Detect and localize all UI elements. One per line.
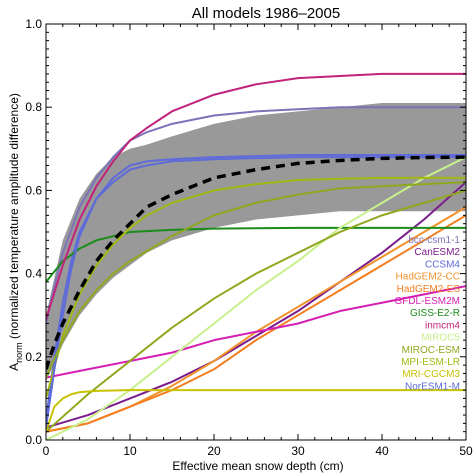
series-line-inmcm4 (46, 72, 466, 321)
x-axis-title: Effective mean snow depth (cm) (172, 459, 343, 473)
y-tick-label: 0.0 (25, 433, 42, 447)
legend-entry-ccsm4: CCSM4 (425, 259, 460, 270)
series-line-canesm2 (46, 181, 466, 429)
legend-entry-miroc5: MIROC5 (421, 333, 460, 344)
y-tick-label: 0.2 (25, 350, 42, 364)
legend-entry-gfdl-esm2m: GFDL-ESM2M (394, 296, 460, 307)
x-tick-label: 10 (123, 444, 137, 458)
legend-entry-hadgem2-cc: HadGEM2-CC (396, 272, 460, 283)
multi-model-mean-line (46, 155, 466, 370)
x-tick-label: 0 (43, 444, 50, 458)
series-line-hadgem2-es (46, 214, 466, 433)
y-axis-title-main: A (7, 363, 21, 371)
legend-entry-canesm2: CanESM2 (414, 247, 460, 258)
series-line-miroc-esm (46, 189, 466, 433)
legend-entry-mpi-esm-lr: MPI-ESM-LR (401, 357, 460, 368)
model-spread-band (46, 103, 466, 382)
series-line-mri-cgcm3 (46, 389, 466, 433)
y-tick-label: 1.0 (25, 17, 42, 31)
y-axis-title: Anorm (normalized temperature amplitude … (7, 93, 24, 371)
y-tick-label: 0.4 (25, 267, 42, 281)
legend-entry-hadgem2-es: HadGEM2-ES (397, 284, 461, 295)
legend-entry-giss-e2-r: GISS-E2-R (410, 308, 460, 319)
series-line-ccsm4 (46, 156, 466, 421)
series-line-miroc5 (46, 156, 466, 440)
series-line-noresm1-m (46, 154, 466, 429)
y-axis-title-subscript: norm (14, 342, 24, 363)
y-tick-label: 0.6 (25, 183, 42, 197)
chart-title: All models 1986–2005 (192, 5, 340, 22)
y-axis-title-rest: (normalized temperature amplitude differ… (7, 93, 21, 342)
series-line-bcc-csm1-1 (46, 106, 466, 325)
series-line-gfdl-esm2m (46, 285, 466, 379)
x-tick-label: 30 (291, 444, 305, 458)
legend-entry-miroc-esm: MIROC-ESM (402, 345, 460, 356)
legend-entry-bcc-csm1-1: bcc-csm1-1 (408, 235, 460, 246)
x-tick-label: 20 (207, 444, 221, 458)
plot-content (46, 72, 466, 440)
series-line-unlabeled-13 (46, 181, 466, 379)
legend-entry-noresm1-m: NorESM1-M (405, 381, 460, 392)
legend-entry-mri-cgcm3: MRI-CGCM3 (402, 369, 460, 380)
x-tick-label: 50 (459, 444, 473, 458)
axes: 0 10 20 30 40 50 0.0 0.2 0.4 0.6 0.8 1.0 (25, 17, 473, 458)
series-line-mpi-esm-lr (46, 176, 466, 400)
plot-area (46, 72, 466, 440)
x-tick-label: 40 (375, 444, 389, 458)
series-line-giss-e2-r (46, 226, 466, 283)
y-tick-label: 0.8 (25, 100, 42, 114)
legend-entry-inmcm4: inmcm4 (425, 320, 460, 331)
